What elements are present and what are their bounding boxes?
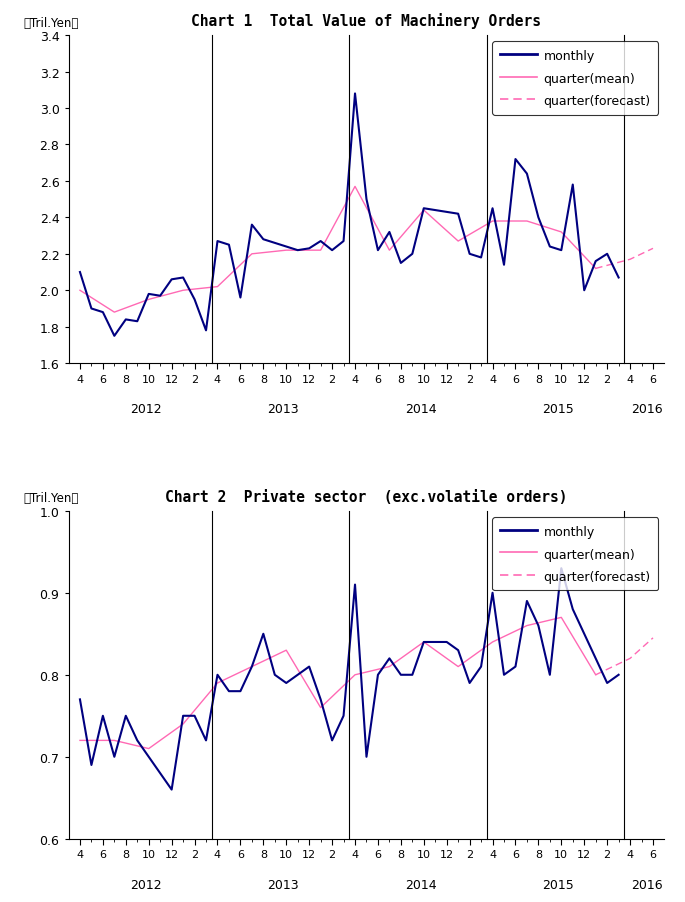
Text: 2012: 2012 (130, 402, 162, 416)
Legend: monthly, quarter(mean), quarter(forecast): monthly, quarter(mean), quarter(forecast… (493, 42, 658, 115)
Text: （Tril.Yen）: （Tril.Yen） (24, 16, 79, 30)
Text: 2015: 2015 (543, 402, 574, 416)
Legend: monthly, quarter(mean), quarter(forecast): monthly, quarter(mean), quarter(forecast… (493, 518, 658, 591)
Text: （Tril.Yen）: （Tril.Yen） (24, 492, 79, 504)
Text: 2015: 2015 (543, 878, 574, 890)
Text: 2014: 2014 (405, 402, 437, 416)
Text: 2013: 2013 (268, 402, 299, 416)
Text: 2014: 2014 (405, 878, 437, 890)
Title: Chart 2  Private sector  (exc.volatile orders): Chart 2 Private sector (exc.volatile ord… (165, 490, 568, 504)
Text: 2013: 2013 (268, 878, 299, 890)
Title: Chart 1  Total Value of Machinery Orders: Chart 1 Total Value of Machinery Orders (192, 14, 541, 30)
Text: 2016: 2016 (632, 402, 663, 416)
Text: 2012: 2012 (130, 878, 162, 890)
Text: 2016: 2016 (632, 878, 663, 890)
